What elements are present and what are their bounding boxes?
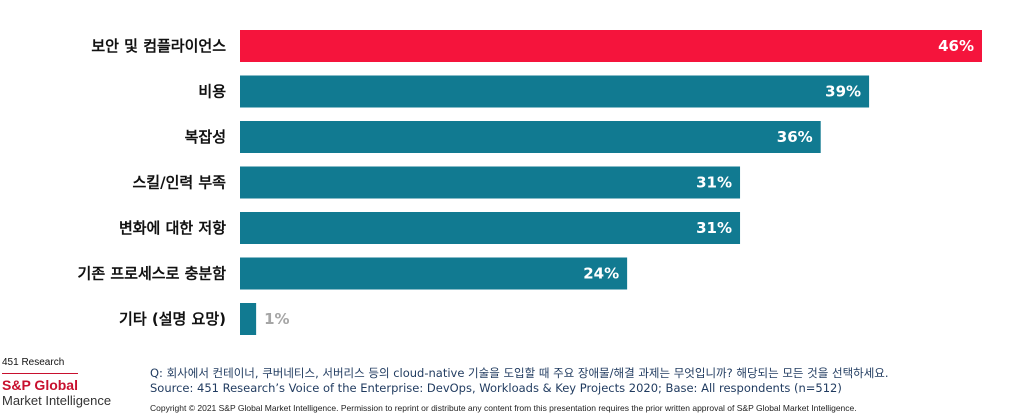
category-label-3: 스킬/인력 부족 [132,174,226,192]
value-label-4: 31% [696,219,732,237]
copyright-note: Copyright © 2021 S&P Global Market Intel… [150,403,857,413]
bar-6 [240,303,257,335]
brand-sp-global: S&P Global [2,377,78,393]
brand-market-intelligence: Market Intelligence [2,393,112,408]
survey-question: Q: 회사에서 컨테이너, 쿠버네티스, 서버리스 등의 cloud-nativ… [150,366,889,380]
value-label-2: 36% [777,128,813,146]
bar-3 [240,166,741,199]
bar-1 [240,75,870,108]
brand-logo: 451 Research S&P Global Market Intellige… [2,357,142,409]
value-label-1: 39% [825,83,861,101]
value-label-3: 31% [696,174,732,192]
category-label-0: 보안 및 컴플라이언스 [91,37,226,55]
bar-0 [240,30,982,62]
category-label-5: 기존 프로세스로 충분함 [78,265,227,283]
brand-research-text: 451 Research [2,357,65,368]
brand-divider [2,373,78,374]
value-label-0: 46% [938,37,974,55]
bar-2 [240,121,821,153]
chart-notes: Q: 회사에서 컨테이너, 쿠버네티스, 서버리스 등의 cloud-nativ… [150,366,1022,414]
category-label-1: 비용 [198,83,226,101]
category-label-6: 기타 (설명 요망) [119,310,226,328]
bar-5 [240,257,628,290]
source-note: Source: 451 Research’s Voice of the Ente… [150,381,842,395]
bar-4 [240,212,741,244]
value-label-6: 1% [264,310,289,328]
bar-chart: 보안 및 컴플라이언스 46% 비용 39% 복잡성 36% 스킬/인력 부족 31% 변화에 … [78,30,982,335]
value-label-5: 24% [583,265,619,283]
category-label-4: 변화에 대한 저항 [119,219,226,237]
category-label-2: 복잡성 [185,128,226,146]
